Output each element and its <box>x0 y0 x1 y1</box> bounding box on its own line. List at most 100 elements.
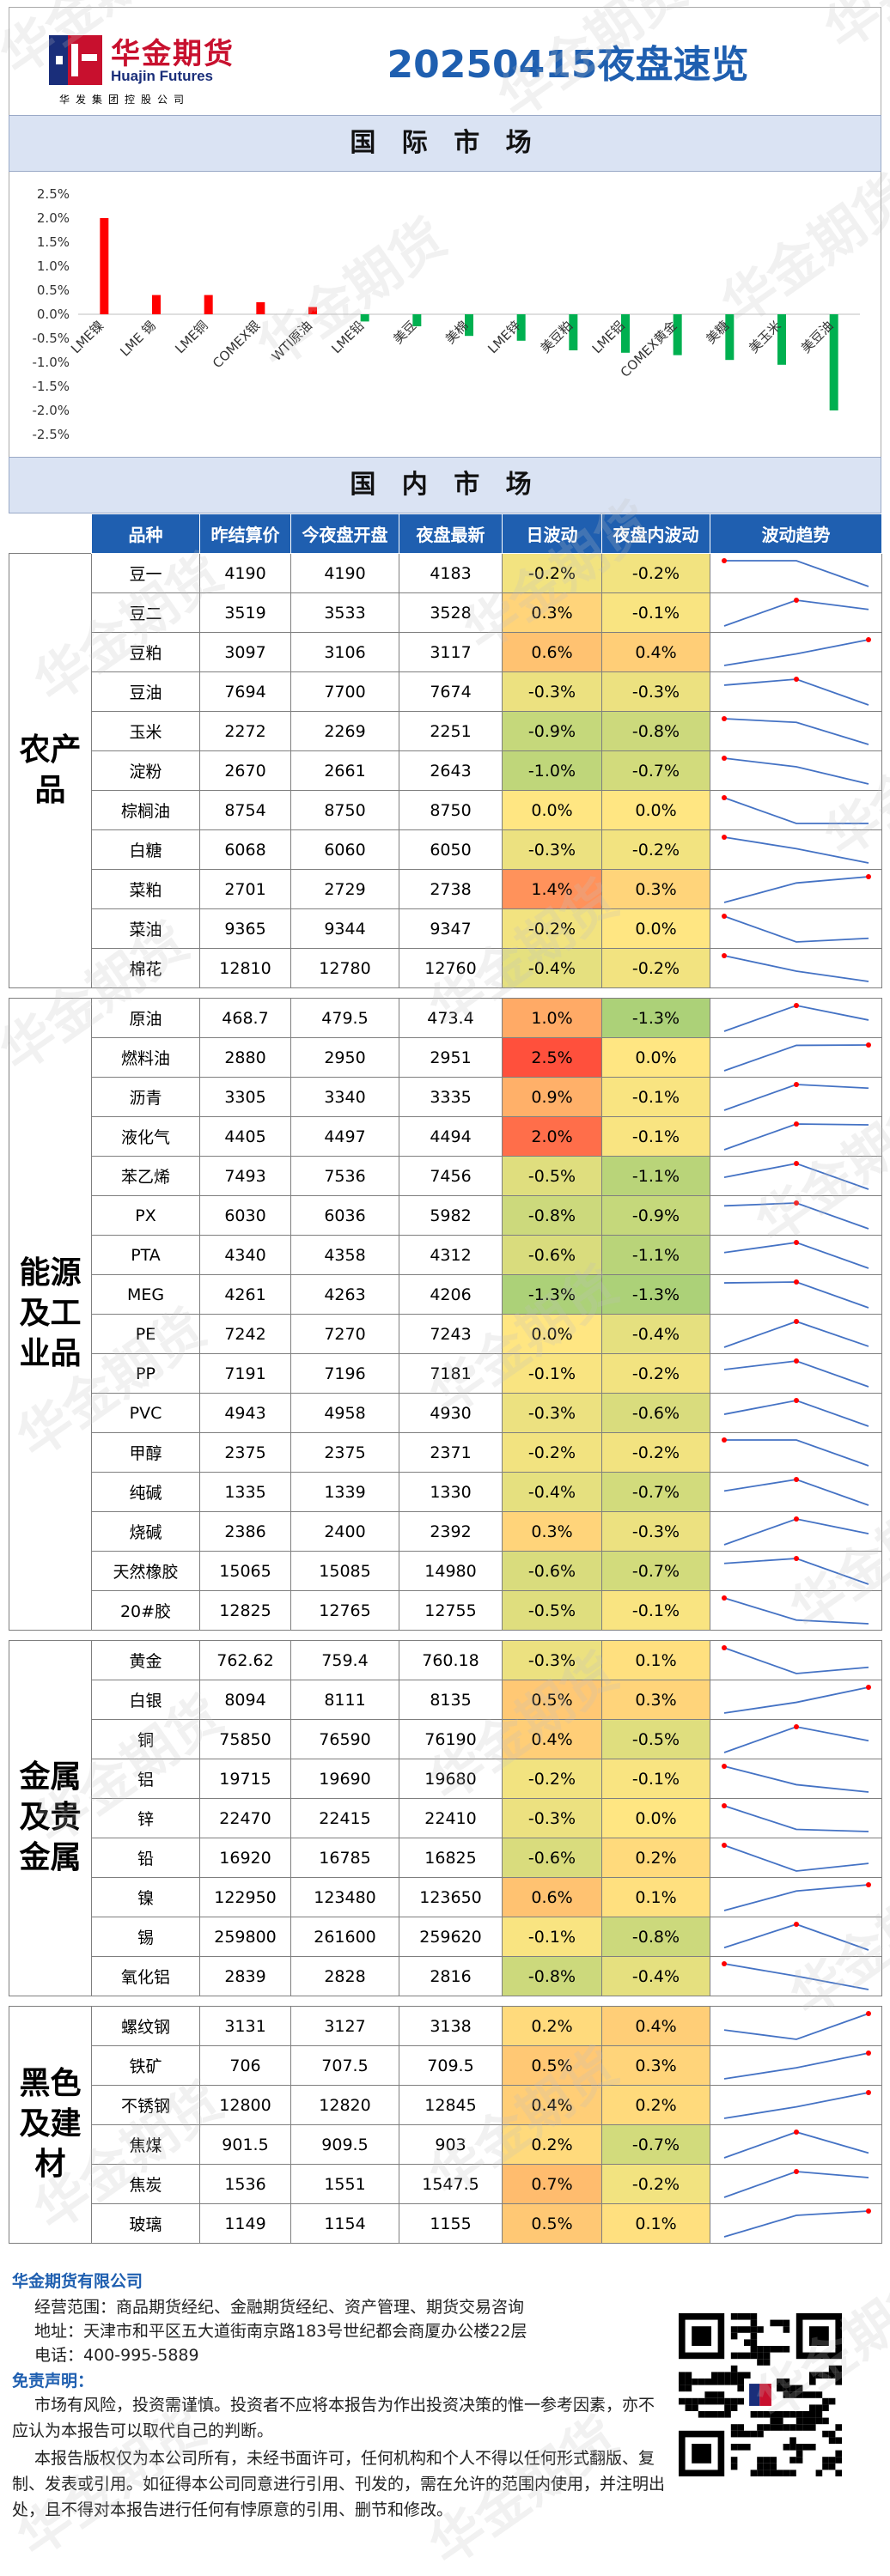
prev-settle-cell: 3131 <box>199 2006 291 2046</box>
table-row: 棉花 12810 12780 12760 -0.4% -0.2% <box>9 948 882 988</box>
daily-change-cell: -0.8% <box>502 1195 602 1236</box>
product-name-cell: PX <box>91 1195 200 1236</box>
trend-sparkline <box>723 2208 871 2238</box>
trend-sparkline <box>723 1081 869 1111</box>
trend-sparkline-cell <box>710 553 882 593</box>
night-open-cell: 3340 <box>290 1077 399 1117</box>
trend-high-marker <box>793 2168 799 2174</box>
table-row: 农产品 豆一 4190 4190 4183 -0.2% -0.2% <box>9 553 882 988</box>
table-row: 白糖 6068 6060 6050 -0.3% -0.2% <box>9 829 882 870</box>
night-change-cell: 0.0% <box>601 1798 710 1838</box>
y-tick-label: 2.5% <box>37 186 70 202</box>
trend-high-marker <box>721 834 727 840</box>
table-row: 菜粕 2701 2729 2738 1.4% 0.3% <box>9 869 882 909</box>
night-change-cell: -0.7% <box>601 1551 710 1591</box>
trend-sparkline <box>721 1960 869 1990</box>
x-tick-label: COMEX银 <box>210 318 263 371</box>
prev-settle-cell: 2375 <box>199 1432 291 1473</box>
product-name-cell: 苯乙烯 <box>91 1156 200 1196</box>
table-row: 铝 19715 19690 19680 -0.2% -0.1% <box>9 1759 882 1799</box>
night-open-cell: 123480 <box>290 1877 399 1917</box>
table-row: 液化气 4405 4497 4494 2.0% -0.1% <box>9 1116 882 1157</box>
night-open-cell: 1339 <box>290 1472 399 1512</box>
night-open-cell: 3127 <box>290 2006 399 2046</box>
night-open-cell: 3533 <box>290 592 399 633</box>
bar <box>725 314 735 361</box>
trend-sparkline-cell <box>710 1719 882 1759</box>
night-latest-cell: 2392 <box>399 1511 503 1552</box>
trend-sparkline <box>721 1802 869 1832</box>
product-name-cell: PE <box>91 1314 200 1354</box>
night-latest-cell: 3117 <box>399 632 503 672</box>
night-open-cell: 707.5 <box>290 2045 399 2086</box>
trend-line <box>723 638 869 666</box>
prev-settle-cell: 7694 <box>199 671 291 712</box>
intl-section-title: 国 际 市 场 <box>9 115 881 172</box>
trend-sparkline-cell <box>710 1274 882 1315</box>
night-latest-cell: 473.4 <box>399 998 503 1038</box>
daily-change-cell: 1.4% <box>502 869 602 909</box>
product-name-cell: 氧化铝 <box>91 1956 200 1996</box>
night-change-cell: -0.2% <box>601 553 710 593</box>
product-name-cell: PP <box>91 1353 200 1394</box>
product-name-cell: 纯碱 <box>91 1472 200 1512</box>
trend-line <box>723 2209 869 2238</box>
trend-line <box>723 1320 869 1348</box>
trend-sparkline <box>723 1239 869 1269</box>
trend-sparkline <box>723 1555 869 1585</box>
product-name-cell: 菜油 <box>91 908 200 949</box>
night-change-cell: -0.4% <box>601 1314 710 1354</box>
y-tick-label: -2.5% <box>32 427 70 442</box>
corner-cell <box>9 513 92 554</box>
night-change-cell: -0.8% <box>601 711 710 751</box>
trend-line <box>723 677 869 706</box>
product-name-cell: 白糖 <box>91 829 200 870</box>
category-label: 黑色及建材 <box>19 2066 82 2182</box>
trend-line <box>723 717 869 745</box>
prev-settle-cell: 7191 <box>199 1353 291 1394</box>
trend-sparkline-cell <box>710 829 882 870</box>
disclaimer-paragraph: 本报告版权仅为本公司所有，未经书面许可，任何机构和个人不得以任何形式翻版、复制、… <box>12 2449 666 2519</box>
night-latest-cell: 709.5 <box>399 2045 503 2086</box>
daily-change-cell: 0.5% <box>502 2045 602 2086</box>
daily-change-cell: -0.1% <box>502 1353 602 1394</box>
prev-settle-cell: 901.5 <box>199 2124 291 2165</box>
night-latest-cell: 4494 <box>399 1116 503 1157</box>
domestic-section-title: 国 内 市 场 <box>9 457 881 513</box>
prev-settle-cell: 2701 <box>199 869 291 909</box>
prev-settle-cell: 8754 <box>199 790 291 830</box>
night-open-cell: 1551 <box>290 2164 399 2204</box>
trend-high-marker <box>721 1763 727 1769</box>
trend-high-marker <box>793 1723 799 1729</box>
night-open-cell: 7270 <box>290 1314 399 1354</box>
trend-line <box>723 1280 869 1309</box>
table-row: 不锈钢 12800 12820 12845 0.4% 0.2% <box>9 2085 882 2125</box>
trend-line <box>723 835 869 864</box>
daily-change-cell: 0.5% <box>502 2203 602 2244</box>
product-name-cell: 豆粕 <box>91 632 200 672</box>
trend-high-marker <box>865 2089 871 2095</box>
col-header: 品种 <box>91 513 200 554</box>
disclaimer-title: 免责声明： <box>12 2372 94 2391</box>
bar <box>256 302 265 314</box>
trend-sparkline <box>723 1397 869 1427</box>
product-name-cell: 20#胶 <box>91 1590 200 1631</box>
night-latest-cell: 14980 <box>399 1551 503 1591</box>
logo-cn-text: 华金期货 <box>111 37 235 71</box>
daily-change-cell: -0.6% <box>502 1235 602 1275</box>
daily-change-cell: -0.5% <box>502 1590 602 1631</box>
prev-settle-cell: 4405 <box>199 1116 291 1157</box>
bar <box>621 314 630 353</box>
trend-sparkline <box>721 834 869 864</box>
trend-sparkline <box>723 1160 869 1190</box>
huajin-logo-icon <box>49 35 102 85</box>
night-latest-cell: 7243 <box>399 1314 503 1354</box>
night-change-cell: -0.1% <box>601 1077 710 1117</box>
product-name-cell: 豆油 <box>91 671 200 712</box>
trend-sparkline <box>723 1881 871 1911</box>
table-row: PP 7191 7196 7181 -0.1% -0.2% <box>9 1353 882 1394</box>
qr-code-icon[interactable] <box>679 2313 842 2476</box>
trend-high-marker <box>865 1042 871 1048</box>
daily-change-cell: -0.3% <box>502 1640 602 1680</box>
trend-sparkline-cell <box>710 1235 882 1275</box>
